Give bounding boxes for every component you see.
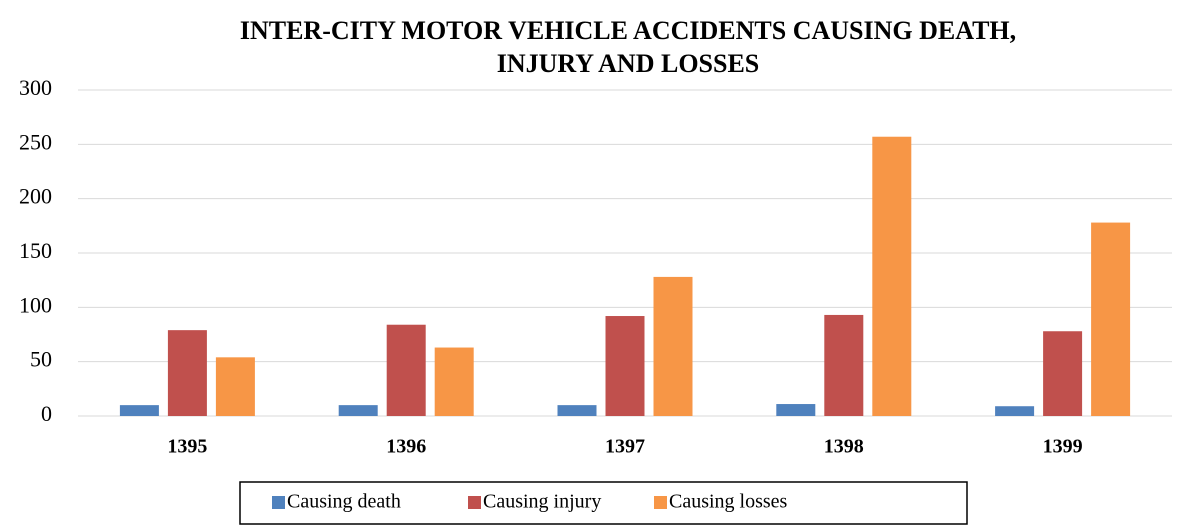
- legend-swatch: [468, 496, 481, 509]
- bar: [824, 314, 864, 416]
- bar: [338, 405, 378, 416]
- chart-title: INTER-CITY MOTOR VEHICLE ACCIDENTS CAUSI…: [240, 16, 1016, 45]
- y-tick-label: 200: [19, 184, 52, 209]
- y-tick-label: 300: [19, 75, 52, 100]
- legend-label: Causing losses: [669, 491, 788, 513]
- legend-swatch: [272, 496, 285, 509]
- bar: [434, 347, 474, 416]
- bar: [1091, 222, 1131, 416]
- legend-swatch: [654, 496, 667, 509]
- y-tick-label: 50: [30, 347, 52, 372]
- x-tick-label: 1397: [605, 436, 645, 458]
- y-tick-label: 100: [19, 292, 52, 317]
- chart-title: INJURY AND LOSSES: [497, 49, 760, 78]
- bar: [872, 136, 912, 416]
- bar: [557, 405, 597, 416]
- x-tick-label: 1396: [386, 436, 426, 458]
- legend-box: [239, 481, 968, 525]
- y-tick-label: 0: [41, 401, 52, 426]
- bar: [995, 406, 1035, 416]
- bar: [215, 357, 255, 416]
- y-tick-label: 150: [19, 238, 52, 263]
- bar: [653, 276, 693, 416]
- x-tick-label: 1399: [1043, 436, 1083, 458]
- bar: [776, 404, 816, 416]
- bar: [167, 330, 207, 416]
- bar: [1043, 331, 1083, 416]
- legend-label: Causing death: [287, 491, 401, 513]
- y-tick-label: 250: [19, 129, 52, 154]
- x-tick-label: 1395: [167, 436, 207, 458]
- bar: [386, 324, 426, 416]
- x-tick-label: 1398: [824, 436, 864, 458]
- bar: [119, 405, 159, 416]
- bar: [605, 316, 645, 416]
- legend-label: Causing injury: [483, 491, 601, 513]
